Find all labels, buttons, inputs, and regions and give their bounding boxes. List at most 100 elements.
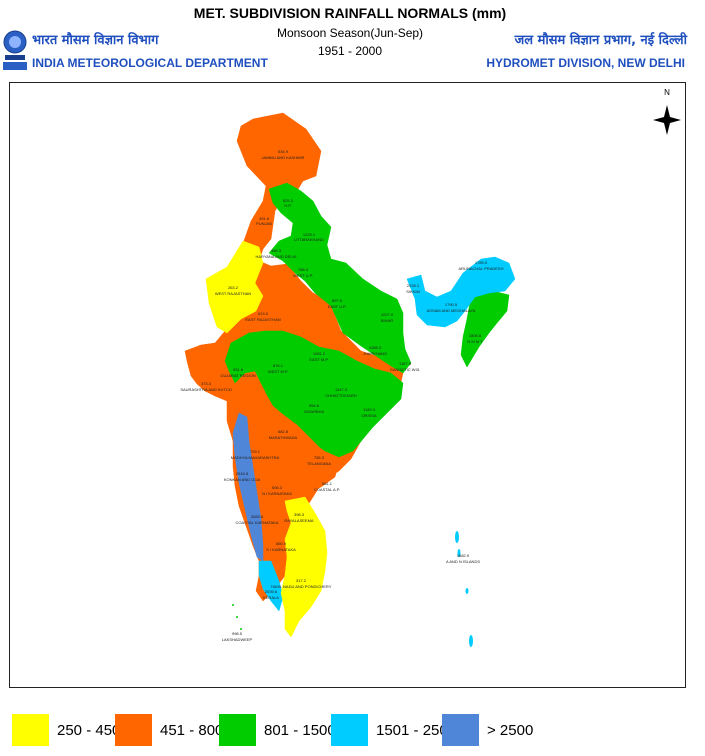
label-west-rajasthan-value: 263.2 — [228, 285, 239, 290]
label-west-mp-name: WEST M.P. — [268, 369, 288, 374]
legend-label: 451 - 800 — [160, 722, 224, 739]
label-east-rajasthan-name: EAST RAJASTHAN — [245, 317, 280, 322]
label-marathwada-value: 682.8 — [278, 429, 289, 434]
map-title: MET. SUBDIVISION RAINFALL NORMALS (mm) — [193, 5, 507, 21]
label-assam-name: ASSAM AND MEGHALAYA — [427, 308, 476, 313]
region-kerala — [258, 560, 284, 612]
label-gujarat-value: 931.6 — [233, 367, 244, 372]
label-konkan-name: KONKAN AND GOA — [224, 477, 261, 482]
label-gangetic-wb-value: 1167.6 — [399, 361, 412, 366]
label-gujarat-name: GUJARAT REGION — [220, 373, 255, 378]
label-tamil-nadu-value: 317.2 — [296, 578, 307, 583]
label-chhattisgarh-name: CHHATTISGARH — [325, 393, 356, 398]
label-saurashtra-value: 473.3 — [201, 381, 212, 386]
label-rayalaseema-name: RAYALASEEMA — [284, 518, 314, 523]
label-bihar-value: 1027.0 — [381, 312, 394, 317]
lakshadweep-islands — [232, 604, 242, 630]
header: भारत मौसम विज्ञान विभाग INDIA METEOROLOG… — [0, 0, 705, 80]
label-jk-value: 534.9 — [278, 149, 289, 154]
label-sikkim-name: SIKKIM — [406, 289, 420, 294]
label-west-up-name: WEST U.P. — [293, 273, 313, 278]
region-cyan-northeast — [406, 256, 516, 328]
map-subtitle: Monsoon Season(Jun-Sep) — [276, 26, 424, 40]
label-east-up-value: 897.9 — [332, 298, 343, 303]
label-kerala-name: KERALA — [263, 595, 279, 600]
label-uttarakhand-name: UTTARAKHAND — [294, 237, 324, 242]
label-rayalaseema-value: 398.3 — [294, 512, 305, 517]
label-haryana-value: 466.3 — [271, 248, 282, 253]
label-east-up-name: EAST U.P. — [328, 304, 347, 309]
label-lakshadweep-name: LAKSHADWEEP — [222, 637, 253, 642]
label-telangana-name: TELANGANA — [307, 461, 332, 466]
label-arunachal-value: 1789.0 — [475, 260, 488, 265]
label-jk-name: JAMMU AND KASHMIR — [262, 155, 305, 160]
region-green-north — [268, 182, 412, 374]
label-madhya-maharashtra-name: MADHYA MAHARASHTRA — [231, 455, 280, 460]
region-yellow-south — [280, 496, 328, 638]
label-uttarakhand-value: 1229.1 — [303, 232, 316, 237]
label-punjab-value: 491.6 — [259, 216, 270, 221]
label-vidarbha-value: 954.6 — [309, 403, 320, 408]
label-west-rajasthan-name: WEST RAJASTHAN — [215, 291, 251, 296]
legend-swatch — [331, 714, 368, 746]
label-west-up-value: 768.4 — [298, 267, 309, 272]
region-west-rajasthan — [205, 240, 264, 334]
label-east-rajasthan-value: 613.0 — [258, 311, 269, 316]
label-madhya-maharashtra-value: 729.1 — [250, 449, 261, 454]
compass-north-label: N — [664, 88, 670, 97]
label-saurashtra-name: SAURASHTRA AND KUTCH — [180, 387, 231, 392]
map-frame: N 534.9 JAMMU AND KASHMIR 825.3 H.P. 491… — [9, 82, 686, 688]
label-tamil-nadu-name: TAMIL NADU AND PONDICHERY — [271, 584, 332, 589]
label-chhattisgarh-value: 1147.3 — [335, 387, 348, 392]
label-orissa-name: ORISSA — [361, 413, 376, 418]
label-vidarbha-name: VIDARBHA — [304, 409, 325, 414]
label-coastal-ap-value: 581.1 — [322, 481, 333, 486]
label-coastal-karnataka-name: COASTAL KARNATAKA — [236, 520, 279, 525]
label-andaman-value: 1682.9 — [457, 553, 470, 558]
label-haryana-name: HARYANA AND DELHI — [256, 254, 297, 259]
hindi-division-name-right: जल मौसम विज्ञान प्रभाग, नई दिल्ली — [514, 33, 687, 48]
label-ni-karnataka-name: N I KARNATAKA — [262, 491, 292, 496]
legend-swatch — [219, 714, 256, 746]
label-coastal-ap-name: COASTAL A.P. — [314, 487, 340, 492]
label-coastal-karnataka-value: 3083.8 — [251, 514, 264, 519]
label-gangetic-wb-name: GANGETIC W.B. — [390, 367, 420, 372]
label-si-karnataka-value: 660.0 — [276, 541, 287, 546]
label-orissa-value: 1149.3 — [363, 407, 376, 412]
label-jharkhand-name: JHARKHAND — [363, 351, 388, 356]
legend-label: 1501 - 2500 — [376, 722, 457, 739]
label-jharkhand-value: 1085.3 — [369, 345, 382, 350]
label-ni-karnataka-value: 506.3 — [272, 485, 283, 490]
map-years: 1951 - 2000 — [317, 44, 383, 58]
india-rainfall-map: N 534.9 JAMMU AND KASHMIR 825.3 H.P. 491… — [180, 88, 681, 647]
label-telangana-value: 755.3 — [314, 455, 325, 460]
hindi-department-name-left: भारत मौसम विज्ञान विभाग — [32, 33, 159, 48]
label-sikkim-value: 2228.1 — [407, 283, 420, 288]
label-kerala-value: 2039.6 — [265, 589, 278, 594]
legend-label: > 2500 — [487, 722, 534, 739]
label-nmmt-value: 1506.8 — [469, 333, 482, 338]
legend-swatch — [12, 714, 49, 746]
legend-label: 801 - 1500 — [264, 722, 336, 739]
label-si-karnataka-name: S I KARNATAKA — [266, 547, 296, 552]
north-compass-icon: N — [653, 88, 681, 135]
label-andaman-name: A AND N ISLANDS — [446, 559, 480, 564]
label-hp-value: 825.3 — [283, 198, 294, 203]
label-west-mp-value: 876.1 — [273, 363, 284, 368]
label-hp-name: H.P. — [284, 203, 291, 208]
legend-swatch — [442, 714, 479, 746]
label-arunachal-name: ARUNACHAL PRADESH — [459, 266, 504, 271]
andaman-nicobar-islands — [455, 531, 473, 647]
label-east-mp-name: EAST M.P. — [309, 357, 328, 362]
label-punjab-name: PUNJAB — [256, 221, 272, 226]
label-east-mp-value: 1051.2 — [313, 351, 326, 356]
label-lakshadweep-value: 998.5 — [232, 631, 243, 636]
region-green-central — [224, 330, 404, 458]
division-name-right: HYDROMET DIVISION, NEW DELHI — [486, 56, 685, 70]
label-assam-value: 1790.5 — [445, 302, 458, 307]
legend-swatch — [115, 714, 152, 746]
imd-emblem-icon — [2, 22, 28, 74]
region-green-northeast — [460, 290, 510, 368]
subdivision-labels: 534.9 JAMMU AND KASHMIR 825.3 H.P. 491.6… — [180, 149, 503, 642]
department-name-left: INDIA METEOROLOGICAL DEPARTMENT — [32, 56, 268, 70]
